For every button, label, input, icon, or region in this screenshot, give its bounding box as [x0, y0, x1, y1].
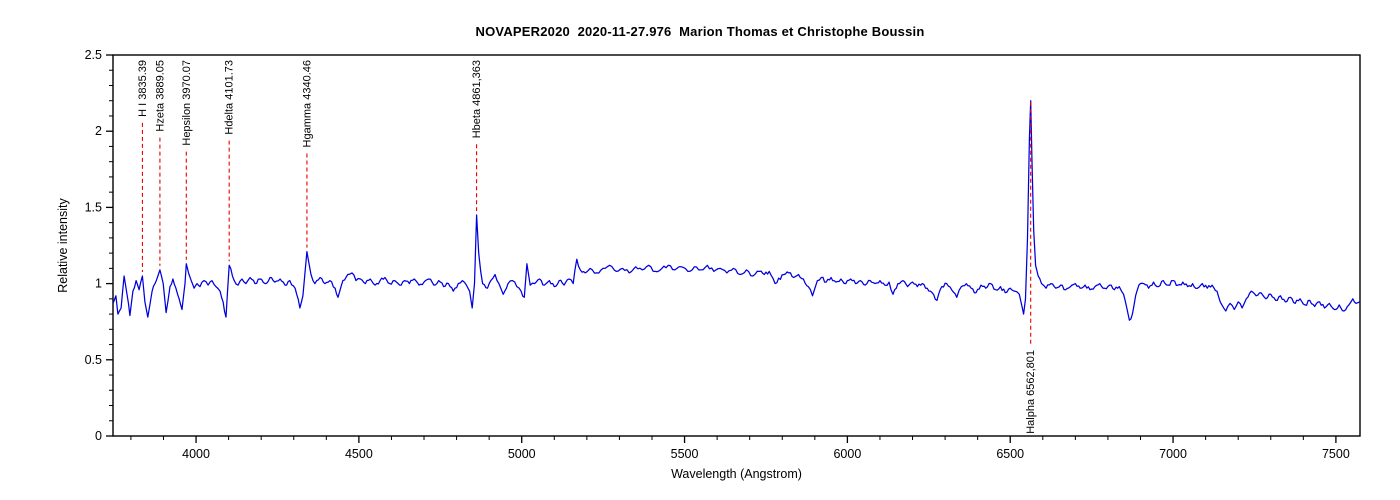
chart-title: NOVAPER2020 2020-11-27.976 Marion Thomas…: [475, 24, 925, 39]
y-axis: 0 0.5 1 1.5 2 2.5: [85, 48, 113, 443]
annotation-label: Hzeta 3889.05: [154, 60, 166, 132]
annotation-label: Hdelta 4101.73: [224, 60, 236, 135]
annotation-label: Hepsilon 3970.07: [181, 60, 193, 146]
x-tick-label: 7500: [1322, 447, 1350, 461]
y-tick-label: 0: [95, 429, 102, 443]
annotation-label: Hbeta 4861,363: [471, 60, 483, 138]
y-tick-label: 0.5: [85, 353, 102, 367]
annotation-label: Hgamma 4340.46: [301, 60, 313, 147]
plot-border: [112, 54, 1361, 437]
x-tick-label: 5500: [671, 447, 699, 461]
y-tick-label: 2: [95, 124, 102, 138]
y-tick-label: 1: [95, 277, 102, 291]
line-annotations: H I 3835.39 Hzeta 3889.05 Hepsilon 3970.07…: [137, 60, 1037, 434]
x-tick-label: 6500: [996, 447, 1024, 461]
x-axis: 4000 4500 5000 5500 6000 6500 7000 7500: [130, 436, 1350, 461]
annotation-label: Halpha 6562,801: [1025, 350, 1037, 434]
y-tick-label: 1.5: [85, 200, 102, 214]
y-axis-title: Relative intensity: [56, 198, 70, 293]
y-tick-label: 2.5: [85, 48, 102, 62]
x-axis-title: Wavelength (Angstrom): [671, 467, 802, 481]
x-tick-label: 4500: [345, 447, 373, 461]
x-tick-label: 6000: [833, 447, 861, 461]
x-tick-label: 7000: [1159, 447, 1187, 461]
spectrum-line: [113, 100, 1360, 321]
x-tick-label: 4000: [182, 447, 210, 461]
annotation-label: H I 3835.39: [137, 60, 149, 117]
x-tick-label: 5000: [508, 447, 536, 461]
